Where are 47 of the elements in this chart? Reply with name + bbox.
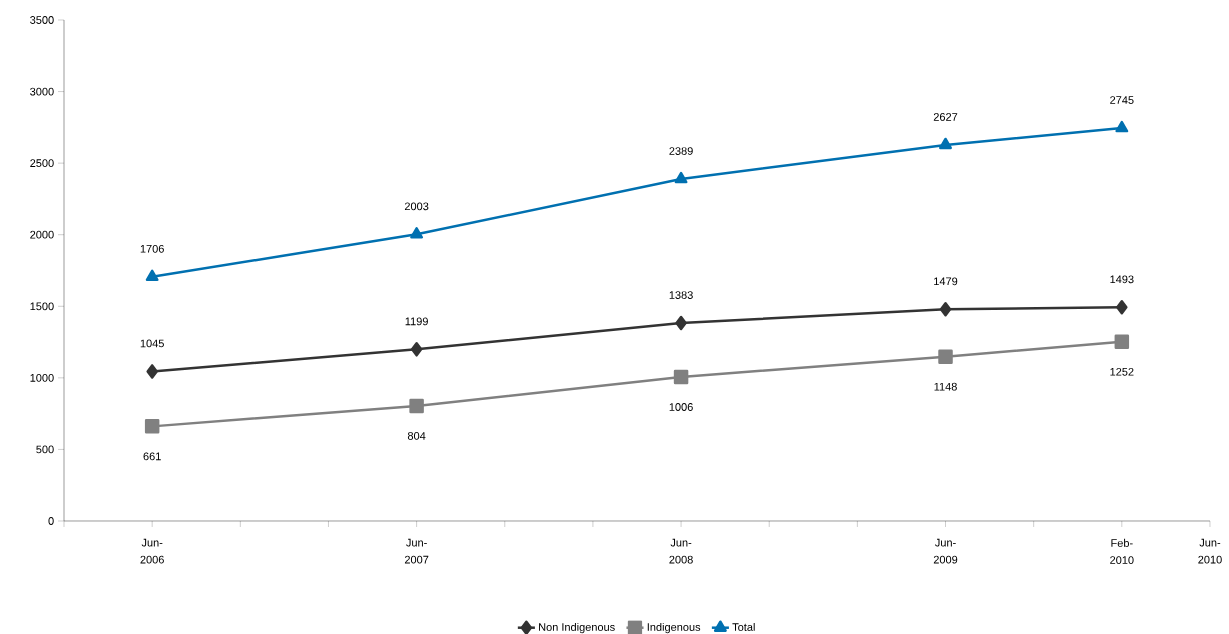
point bbox=[939, 302, 952, 317]
data-label: 1383 bbox=[669, 291, 693, 299]
data-label: 1706 bbox=[140, 244, 164, 253]
point bbox=[1116, 300, 1128, 315]
y-tick-label: 3000 bbox=[30, 87, 54, 96]
point bbox=[674, 171, 688, 184]
data-label: 1045 bbox=[140, 339, 164, 348]
point bbox=[673, 369, 689, 385]
y-tick-label: 2500 bbox=[30, 159, 54, 168]
data-label: 1006 bbox=[669, 403, 693, 411]
data-label: 661 bbox=[143, 452, 161, 461]
legend-label: Indigenous bbox=[647, 622, 701, 634]
point bbox=[145, 269, 159, 282]
point bbox=[409, 398, 424, 414]
point bbox=[1114, 334, 1130, 350]
x-tick-label: Jun-2008 bbox=[669, 538, 693, 564]
y-tick-label: 500 bbox=[36, 445, 54, 454]
point bbox=[144, 419, 160, 434]
data-label: 1148 bbox=[934, 382, 957, 391]
x-tick-label: Jun-2007 bbox=[404, 538, 429, 564]
point bbox=[410, 227, 424, 239]
point bbox=[939, 137, 952, 150]
y-tick-label: 1000 bbox=[30, 373, 54, 382]
data-label: 1252 bbox=[1110, 367, 1134, 376]
data-label: 804 bbox=[407, 432, 426, 440]
data-label: 2627 bbox=[933, 113, 958, 121]
point bbox=[938, 349, 953, 364]
point bbox=[675, 315, 687, 331]
x-tick-label: Jun-2006 bbox=[140, 538, 164, 564]
data-label: 1493 bbox=[1110, 275, 1134, 284]
x-tick-label: Jun-2009 bbox=[933, 538, 958, 564]
point bbox=[1115, 120, 1129, 133]
legend-label: Non Indigenous bbox=[539, 622, 615, 634]
y-tick-label: 2000 bbox=[30, 230, 54, 239]
y-tick-label: 1500 bbox=[30, 302, 54, 311]
legend-label: Total bbox=[732, 622, 755, 631]
point bbox=[146, 364, 158, 379]
y-tick-label: 3500 bbox=[30, 16, 54, 24]
data-label: 2003 bbox=[404, 202, 429, 211]
point bbox=[410, 342, 423, 357]
data-label: 1479 bbox=[934, 277, 958, 286]
data-label: 2389 bbox=[669, 147, 693, 155]
x-tick-label: Feb-2010 bbox=[1110, 538, 1134, 564]
y-tick-label: 0 bbox=[48, 517, 54, 525]
data-label: 2745 bbox=[1110, 96, 1134, 104]
x-tick-label: Jun-2010 bbox=[1198, 538, 1222, 564]
data-label: 1199 bbox=[405, 317, 428, 326]
